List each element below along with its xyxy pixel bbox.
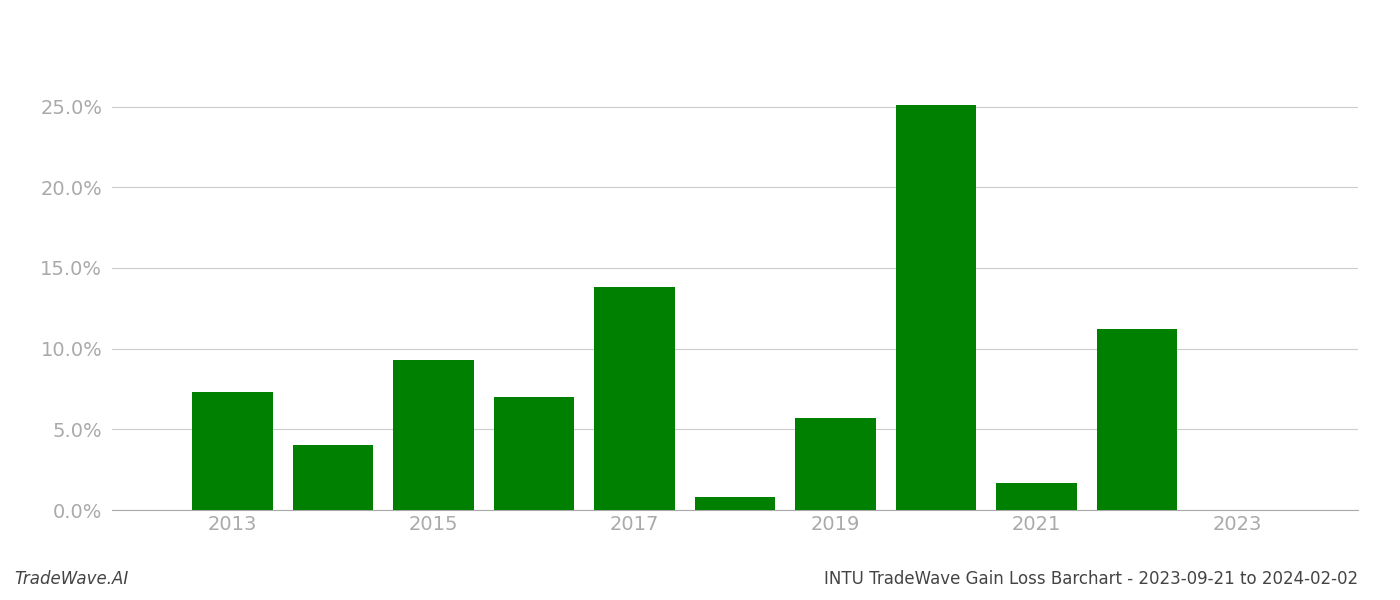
Bar [595, 287, 675, 510]
Bar [997, 482, 1077, 510]
Bar [795, 418, 875, 510]
Bar [494, 397, 574, 510]
Bar [1096, 329, 1177, 510]
Text: INTU TradeWave Gain Loss Barchart - 2023-09-21 to 2024-02-02: INTU TradeWave Gain Loss Barchart - 2023… [823, 570, 1358, 588]
Text: TradeWave.AI: TradeWave.AI [14, 570, 129, 588]
Bar [192, 392, 273, 510]
Bar [896, 105, 976, 510]
Bar [393, 360, 473, 510]
Bar [293, 445, 374, 510]
Bar [694, 497, 776, 510]
